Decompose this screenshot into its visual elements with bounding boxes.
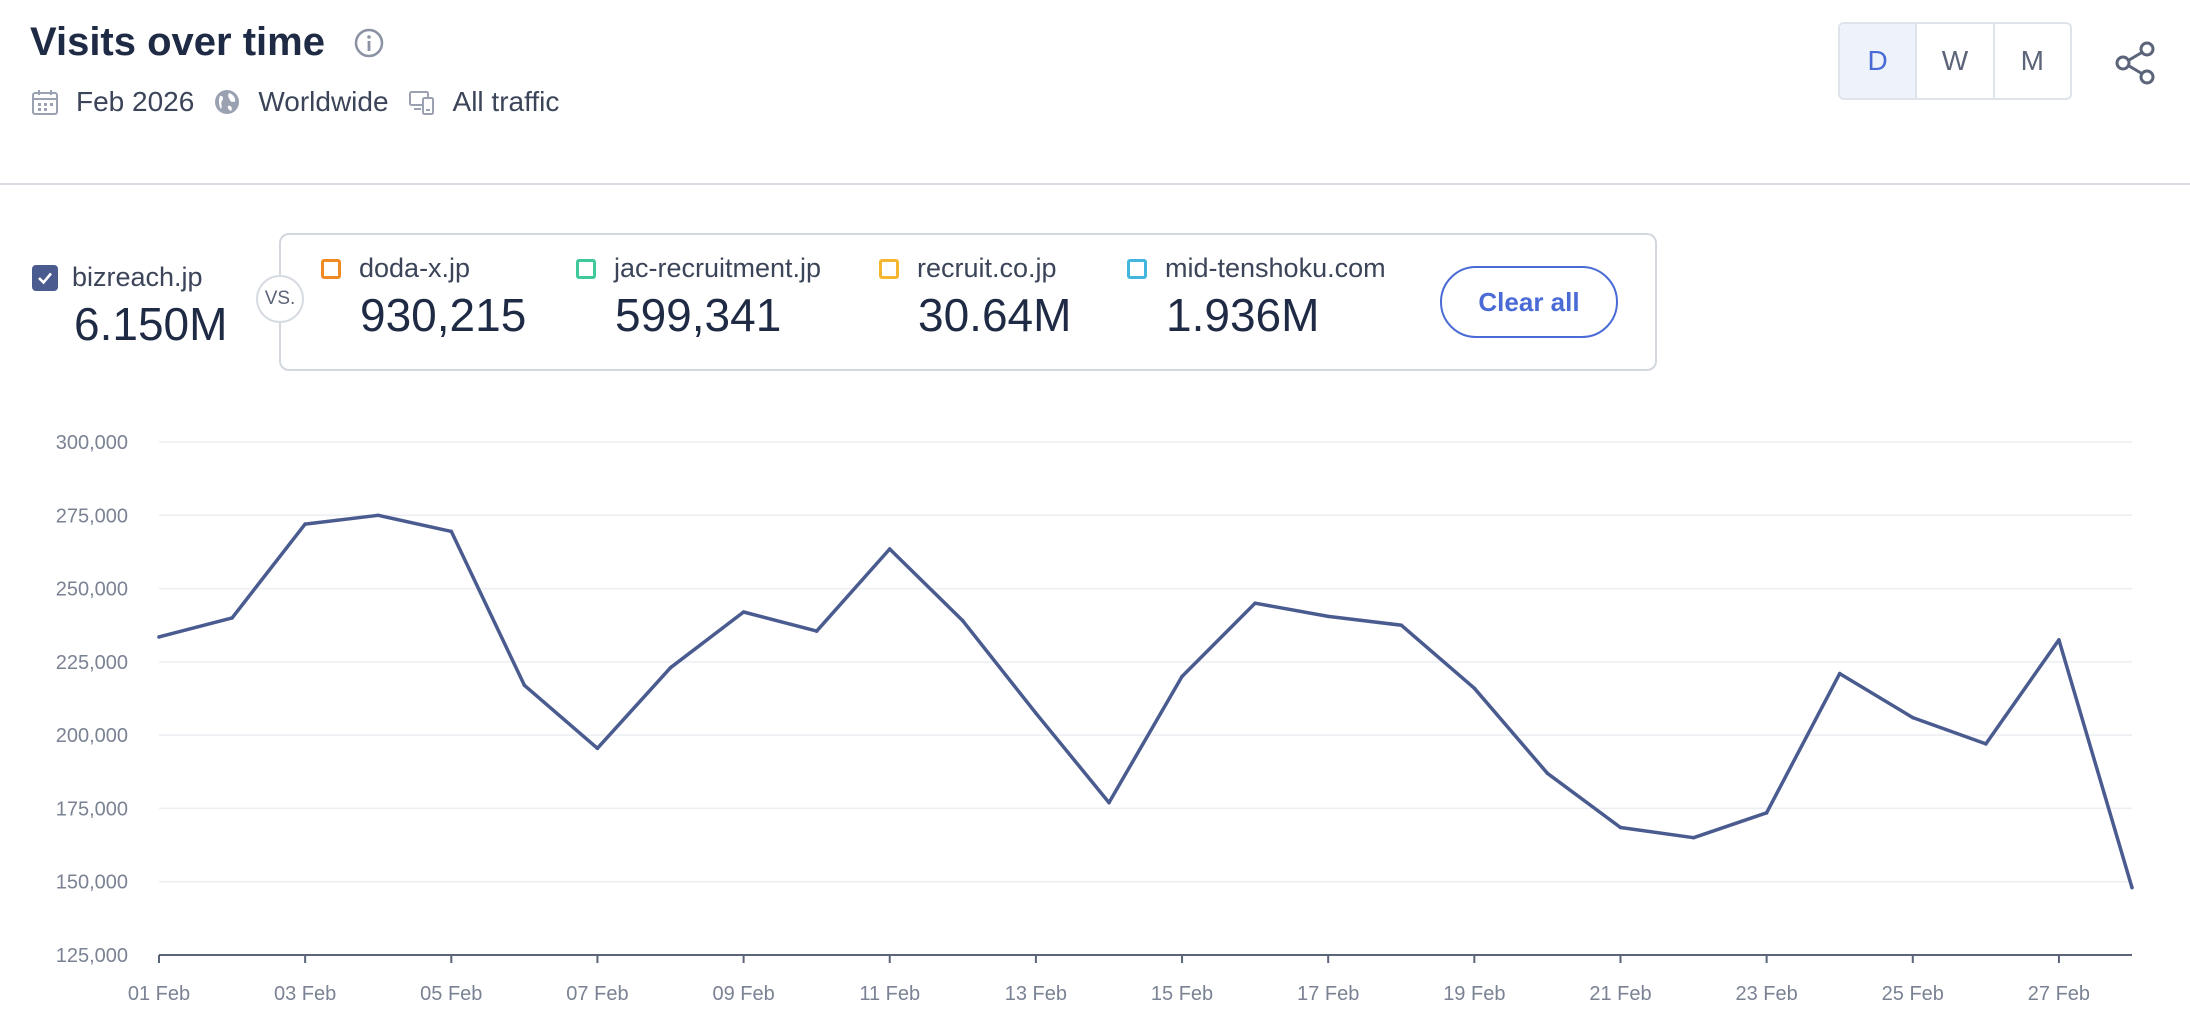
x-tick-label: 15 Feb	[1151, 983, 1213, 1005]
series-line-bizreach[interactable]	[158, 513, 2134, 889]
compare-site-value: 30.64M	[918, 289, 1072, 341]
data-point[interactable]	[1618, 825, 1623, 830]
compare-site-name: mid-tenshoku.com	[1165, 253, 1386, 283]
data-point[interactable]	[1984, 742, 1988, 746]
visits-line-chart: 125,000 150,000 175,000 200,000 225,000 250,0…	[56, 432, 2134, 1005]
x-tick-label: 05 Feb	[420, 983, 482, 1005]
clear-all-button[interactable]: Clear all	[1440, 266, 1618, 338]
share-icon[interactable]	[2112, 40, 2158, 86]
vs-badge: VS.	[256, 275, 304, 323]
data-point[interactable]	[814, 629, 819, 633]
data-point[interactable]	[1399, 623, 1404, 628]
y-tick-label: 200,000	[56, 725, 128, 747]
compare-site-checkbox[interactable]	[879, 258, 899, 279]
primary-site-legend: bizreach.jp 6.150M	[32, 262, 227, 351]
data-point[interactable]	[522, 683, 527, 688]
globe-icon	[215, 90, 240, 114]
granularity-toggle: D W M	[1838, 22, 2072, 100]
data-point[interactable]	[376, 513, 381, 518]
data-point[interactable]	[1107, 800, 1111, 805]
compare-site-doda: doda-x.jp 930,215	[321, 253, 526, 342]
region-filter[interactable]: Worldwide	[212, 86, 389, 118]
data-point[interactable]	[1034, 711, 1038, 715]
y-tick-label: 175,000	[56, 798, 128, 820]
data-point[interactable]	[1326, 614, 1330, 619]
compare-site-checkbox[interactable]	[321, 258, 341, 279]
x-tick-label: 27 Feb	[2028, 983, 2090, 1005]
data-point[interactable]	[595, 746, 600, 751]
data-point[interactable]	[741, 610, 746, 614]
y-tick-label: 125,000	[56, 945, 128, 967]
granularity-week-button[interactable]: W	[1915, 24, 1992, 98]
granularity-day-button[interactable]: D	[1840, 24, 1916, 98]
data-point[interactable]	[1545, 771, 1550, 776]
compare-site-value: 1.936M	[1166, 289, 1320, 341]
granularity-month-button[interactable]: M	[1992, 24, 2070, 98]
check-icon	[38, 272, 52, 284]
compare-site-value: 930,215	[360, 289, 527, 341]
y-tick-label: 250,000	[56, 579, 128, 601]
data-point[interactable]	[1910, 715, 1915, 720]
primary-site-name: bizreach.jp	[72, 262, 203, 292]
x-tick-label: 03 Feb	[274, 983, 336, 1005]
data-point[interactable]	[887, 547, 892, 551]
data-point[interactable]	[449, 529, 454, 534]
x-tick-label: 23 Feb	[1735, 983, 1797, 1005]
traffic-filter[interactable]: All traffic	[407, 86, 560, 118]
devices-icon	[408, 91, 434, 115]
data-point[interactable]	[1691, 835, 1696, 840]
y-tick-label: 300,000	[56, 432, 128, 454]
x-tick-label: 09 Feb	[712, 983, 774, 1005]
primary-site-checkbox[interactable]	[32, 264, 58, 291]
x-tick-label: 13 Feb	[1005, 983, 1067, 1005]
data-point[interactable]	[1764, 811, 1769, 815]
data-point[interactable]	[157, 635, 161, 639]
compare-site-name: jac-recruitment.jp	[614, 253, 822, 283]
y-tick-label: 275,000	[56, 505, 128, 527]
data-point[interactable]	[2130, 885, 2134, 890]
x-tick-label: 21 Feb	[1589, 983, 1651, 1005]
x-tick-label: 25 Feb	[1882, 983, 1944, 1005]
compare-panel: doda-x.jp 930,215 jac-recruitment.jp 599…	[279, 233, 1657, 371]
data-point[interactable]	[1837, 671, 1842, 676]
x-tick-label: 01 Feb	[128, 983, 190, 1005]
y-tick-label: 225,000	[56, 652, 128, 674]
data-point[interactable]	[2057, 638, 2061, 642]
compare-site-recruit: recruit.co.jp 30.64M	[879, 253, 1071, 342]
y-tick-label: 150,000	[56, 872, 128, 894]
data-point[interactable]	[230, 616, 234, 620]
compare-site-name: recruit.co.jp	[917, 253, 1057, 283]
x-tick-label: 17 Feb	[1297, 983, 1359, 1005]
data-point[interactable]	[961, 619, 965, 623]
x-tick-label: 07 Feb	[566, 983, 628, 1005]
calendar-icon	[32, 90, 58, 115]
compare-site-name: doda-x.jp	[359, 253, 471, 283]
compare-site-mid-tenshoku: mid-tenshoku.com 1.936M	[1127, 253, 1386, 342]
page-title: Visits over time	[30, 20, 325, 64]
compare-site-value: 599,341	[615, 289, 782, 341]
data-point[interactable]	[1180, 674, 1184, 679]
data-point[interactable]	[668, 665, 673, 670]
compare-site-checkbox[interactable]	[576, 258, 596, 279]
info-icon[interactable]	[353, 27, 385, 59]
data-point[interactable]	[303, 522, 307, 526]
region-label: Worldwide	[258, 86, 389, 117]
primary-site-value: 6.150M	[74, 298, 228, 350]
data-point[interactable]	[1472, 686, 1477, 691]
x-tick-label: 19 Feb	[1443, 983, 1505, 1005]
traffic-label: All traffic	[452, 86, 560, 117]
compare-site-jac: jac-recruitment.jp 599,341	[576, 253, 821, 342]
date-filter[interactable]: Feb 2026	[30, 86, 194, 118]
date-label: Feb 2026	[76, 86, 195, 117]
widget-header: Visits over time Feb 2026	[0, 0, 2190, 185]
compare-site-checkbox[interactable]	[1127, 258, 1147, 279]
data-point[interactable]	[1253, 601, 1257, 606]
x-tick-label: 11 Feb	[859, 983, 920, 1005]
